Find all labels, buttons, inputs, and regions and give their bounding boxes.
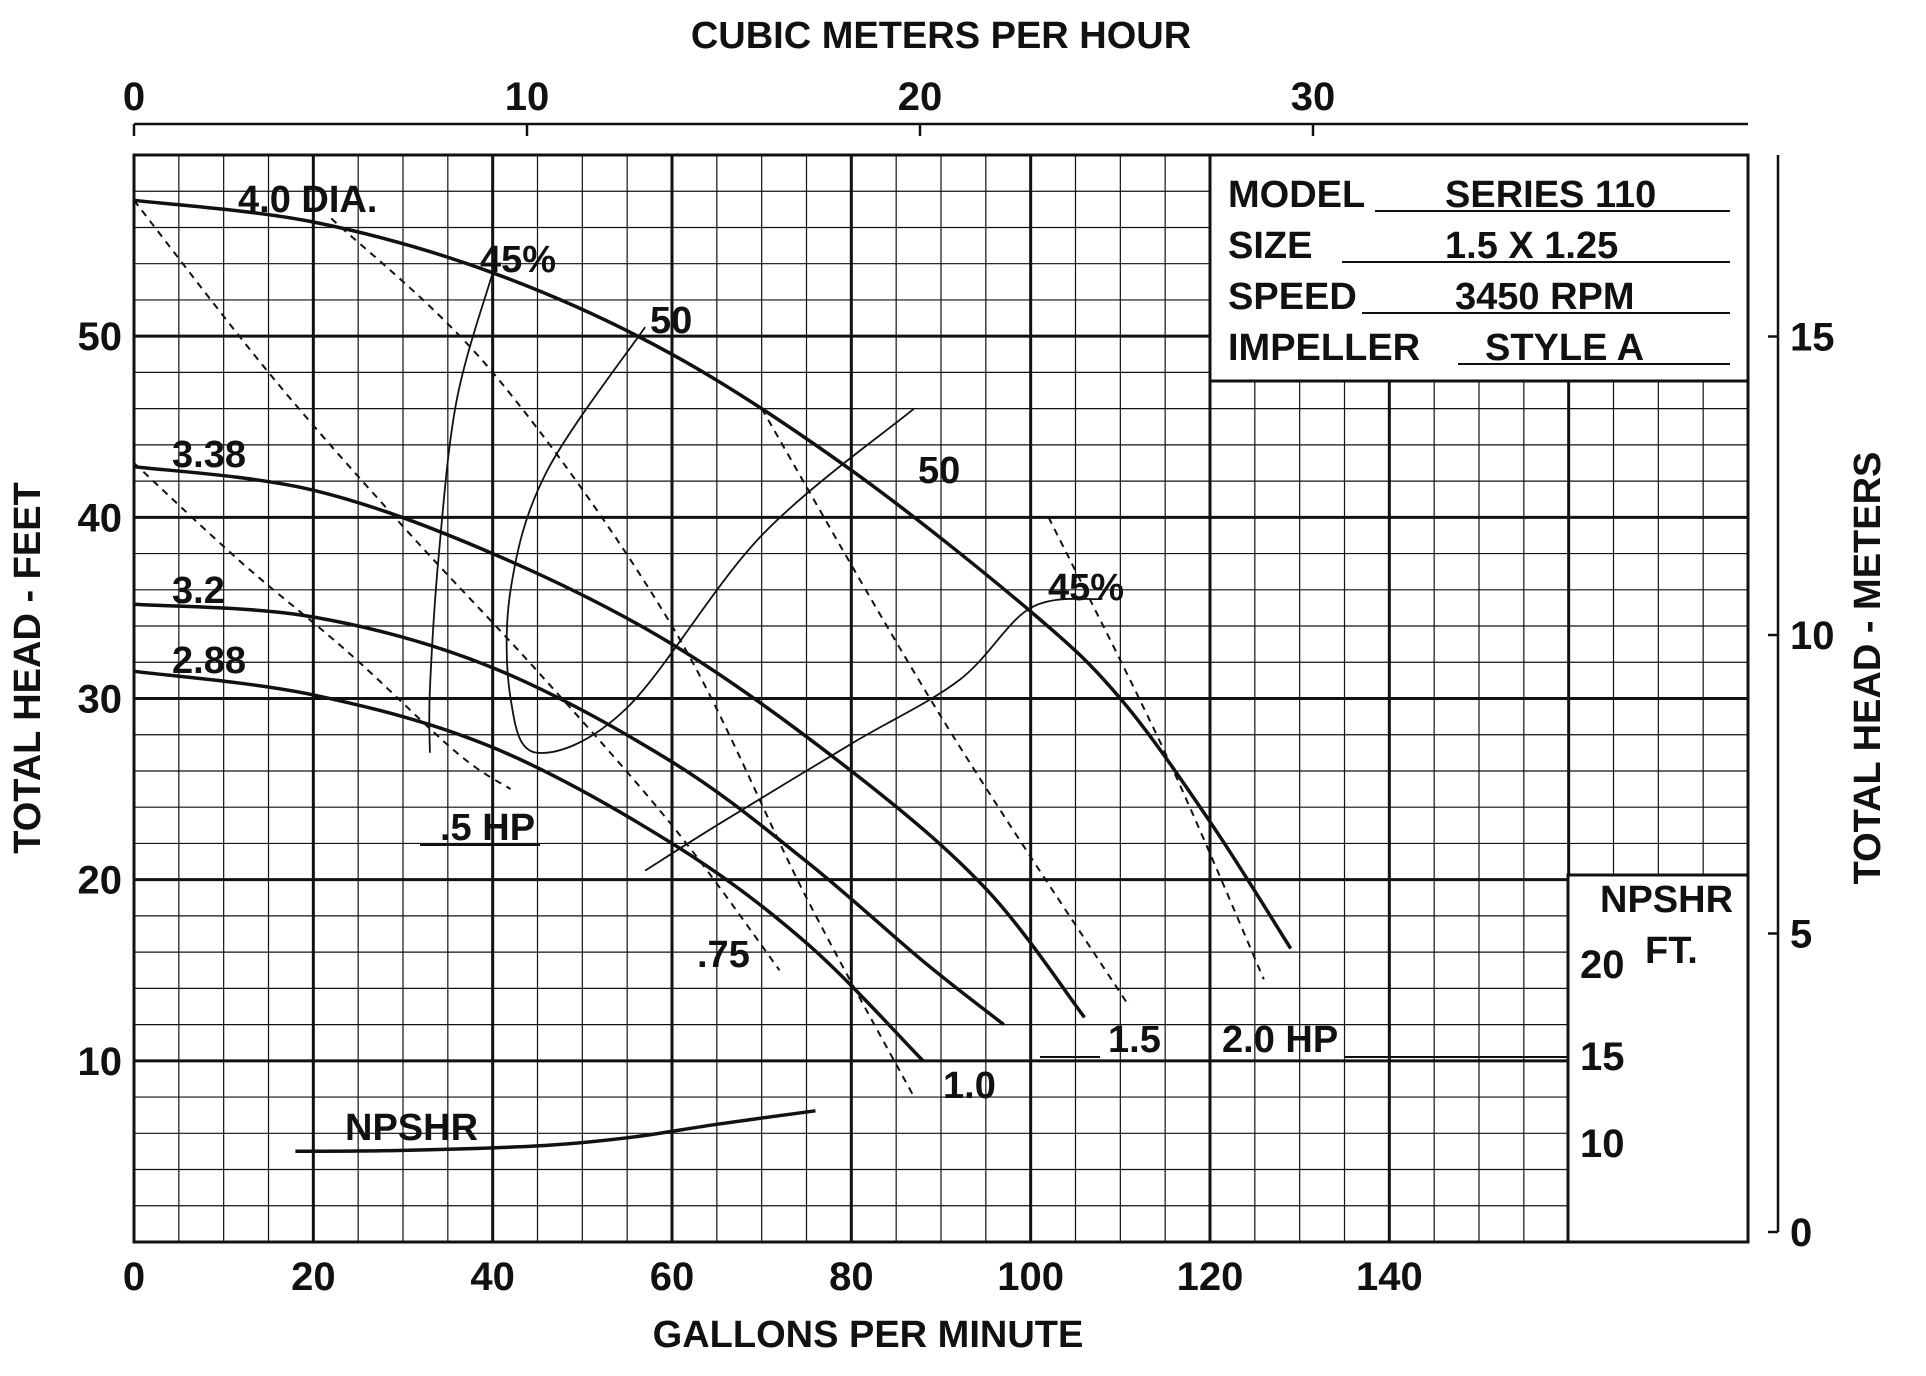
- plot-frame: [132, 153, 1750, 1244]
- curves: [133, 198, 1293, 1154]
- npshr-tick-20: 20: [1580, 943, 1625, 987]
- impeller-curve: [133, 198, 1293, 950]
- info-label-impeller: IMPELLER: [1228, 327, 1420, 369]
- hp-line: [330, 217, 915, 1098]
- x-axis-title: GALLONS PER MINUTE: [653, 1314, 1084, 1356]
- y-tick-label: 30: [78, 678, 123, 722]
- info-box: MODEL SERIES 110 SIZE 1.5 X 1.25 SPEED 3…: [1228, 174, 1730, 369]
- hp-line: [760, 408, 1131, 1008]
- npshr-scale-unit: FT.: [1645, 930, 1698, 972]
- npshr-scale: NPSHR FT. 20 15 10: [1580, 879, 1733, 1166]
- label-npshr-curve: NPSHR: [345, 1107, 478, 1149]
- hp-line: [133, 199, 781, 971]
- label-3-2: 3.2: [172, 570, 225, 612]
- y-tick-label: 40: [78, 496, 123, 540]
- label-eff-50-upper: 50: [650, 300, 692, 342]
- label-4-0-dia: 4.0 DIA.: [238, 179, 377, 221]
- top-axis-ticks: 0 10 20 30: [123, 75, 1335, 136]
- y-tick-label: 50: [78, 315, 123, 359]
- right-tick-label: 5: [1790, 913, 1812, 957]
- right-tick-label: 10: [1790, 614, 1835, 658]
- info-value-model: SERIES 110: [1445, 174, 1656, 216]
- right-tick-label: 15: [1790, 316, 1835, 360]
- right-axis-title: TOTAL HEAD - METERS: [1847, 452, 1889, 885]
- label-eff-45-right: 45%: [1048, 567, 1124, 609]
- impeller-curve: [133, 602, 1005, 1026]
- x-tick-label: 0: [123, 1255, 145, 1299]
- efficiency-curve: [644, 597, 1103, 872]
- info-label-size: SIZE: [1228, 225, 1312, 267]
- label-hp-0-5: .5 HP: [440, 807, 535, 849]
- y-axis-title: TOTAL HEAD - FEET: [7, 482, 49, 854]
- x-tick-label: 80: [829, 1255, 874, 1299]
- top-tick-label: 20: [898, 75, 943, 119]
- right-axis-ticks: 0 5 10 15: [1768, 316, 1835, 1255]
- top-tick-label: 30: [1291, 75, 1336, 119]
- top-tick-label: 0: [123, 75, 145, 119]
- info-label-model: MODEL: [1228, 174, 1365, 216]
- hp-line: [1047, 516, 1265, 980]
- label-hp-1-5: 1.5: [1108, 1019, 1161, 1061]
- label-hp-1-0: 1.0: [943, 1065, 996, 1107]
- x-axis-ticks: 0 20 40 60 80 100 120 140: [123, 1255, 1423, 1299]
- npshr-tick-10: 10: [1580, 1122, 1625, 1166]
- npshr-scale-panel: [1566, 873, 1750, 1244]
- x-tick-label: 100: [997, 1255, 1064, 1299]
- x-tick-label: 140: [1356, 1255, 1423, 1299]
- info-label-speed: SPEED: [1228, 276, 1357, 318]
- npshr-tick-15: 15: [1580, 1035, 1625, 1079]
- label-eff-45-left: 45%: [480, 239, 556, 281]
- label-hp-0-75: .75: [697, 934, 750, 976]
- top-tick-label: 10: [505, 75, 550, 119]
- x-tick-label: 40: [470, 1255, 515, 1299]
- efficiency-curve: [428, 272, 494, 753]
- hp-line: [133, 462, 512, 790]
- y-tick-label: 20: [78, 859, 123, 903]
- x-tick-label: 20: [291, 1255, 336, 1299]
- label-hp-2-0: 2.0 HP: [1222, 1019, 1338, 1061]
- impeller-curve: [133, 464, 1086, 1019]
- info-value-size: 1.5 X 1.25: [1445, 225, 1618, 267]
- efficiency-curve: [505, 326, 915, 754]
- npshr-curve: [295, 1109, 816, 1154]
- impeller-curve: [133, 669, 925, 1063]
- npshr-scale-title: NPSHR: [1600, 879, 1733, 921]
- info-value-speed: 3450 RPM: [1455, 276, 1635, 318]
- label-3-38: 3.38: [172, 434, 246, 476]
- y-axis-ticks: 10 20 30 40 50: [78, 315, 123, 1084]
- y-tick-label: 10: [78, 1040, 123, 1084]
- curve-labels: 4.0 DIA. 45% 50 3.38 50 3.2 45% 2.88 .5 …: [172, 179, 1568, 1149]
- x-tick-label: 60: [650, 1255, 695, 1299]
- label-2-88: 2.88: [172, 640, 246, 682]
- right-tick-label: 0: [1790, 1211, 1812, 1255]
- top-axis-title: CUBIC METERS PER HOUR: [691, 15, 1191, 57]
- label-eff-50-lower: 50: [918, 450, 960, 492]
- x-tick-label: 120: [1177, 1255, 1244, 1299]
- info-box-panel: [1208, 153, 1750, 383]
- info-value-impeller: STYLE A: [1485, 327, 1644, 369]
